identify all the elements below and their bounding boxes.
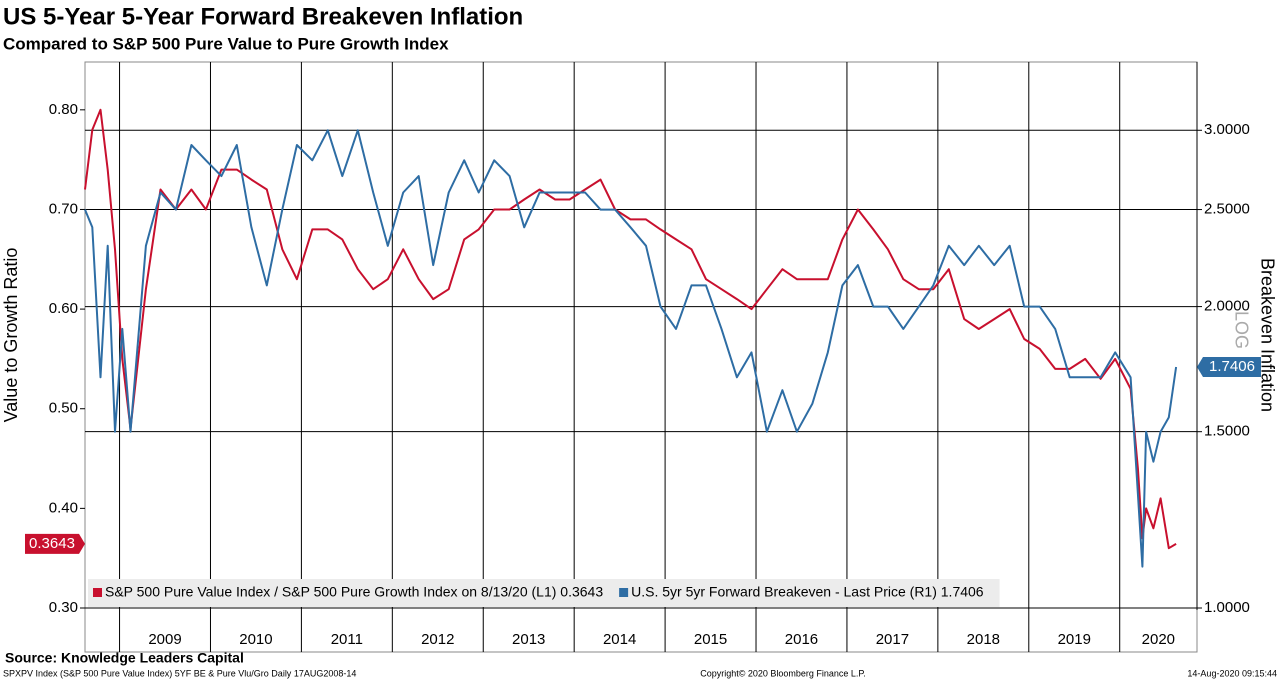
last-value-tag: 1.7406 — [1197, 356, 1261, 377]
y-tick-label: 0.80 — [49, 101, 78, 118]
x-tick-label: 2010 — [239, 631, 272, 648]
y2-axis-title: Breakeven Inflation — [1257, 258, 1277, 412]
y2-tick-label: 1.0000 — [1204, 599, 1250, 616]
y-tick-label: 0.70 — [49, 200, 78, 217]
legend-label: S&P 500 Pure Value Index / S&P 500 Pure … — [105, 584, 603, 600]
chart-title: US 5-Year 5-Year Forward Breakeven Infla… — [3, 3, 523, 30]
footer-center: Copyright© 2020 Bloomberg Finance L.P. — [700, 668, 866, 678]
last-value-box — [25, 533, 85, 554]
legend: S&P 500 Pure Value Index / S&P 500 Pure … — [88, 579, 1000, 607]
x-tick-label: 2014 — [603, 631, 636, 648]
x-tick-label: 2009 — [148, 631, 181, 648]
series-line — [84, 108, 1177, 550]
source: Source: Knowledge Leaders Capital — [5, 650, 244, 666]
last-value-box — [1197, 356, 1261, 377]
legend-swatch — [619, 588, 629, 597]
footer-right: 14-Aug-2020 09:15:44 — [1187, 668, 1277, 678]
x-tick-label: 2018 — [967, 631, 1000, 648]
x-tick-label: 2012 — [421, 631, 454, 648]
legend-background — [88, 579, 1000, 607]
last-value-tag: 0.3643 — [25, 533, 85, 554]
y2-tick-label: 1.5000 — [1204, 423, 1250, 440]
x-tick-label: 2019 — [1058, 631, 1091, 648]
y2-tick-label: 3.0000 — [1204, 121, 1250, 138]
legend-label: U.S. 5yr 5yr Forward Breakeven - Last Pr… — [631, 584, 984, 600]
legend-swatch — [93, 588, 102, 597]
series-line — [84, 129, 1178, 568]
y-tick-label: 0.30 — [49, 599, 78, 616]
x-tick-label: 2015 — [694, 631, 727, 648]
x-tick-label: 2017 — [876, 631, 909, 648]
y-axis-title: Value to Growth Ratio — [1, 248, 21, 423]
last-value-label: 0.3643 — [29, 535, 75, 552]
x-tick-label: 2013 — [512, 631, 545, 648]
footer-left: SPXPV Index (S&P 500 Pure Value Index) 5… — [3, 668, 356, 678]
y2-tick-label: 2.0000 — [1204, 298, 1250, 315]
last-value-label: 1.7406 — [1209, 358, 1255, 375]
y-tick-label: 0.50 — [49, 400, 78, 417]
chart-subtitle: Compared to S&P 500 Pure Value to Pure G… — [3, 34, 449, 53]
x-tick-label: 2011 — [331, 631, 363, 648]
x-tick-label: 2016 — [785, 631, 818, 648]
x-tick-label: 2020 — [1142, 631, 1175, 648]
y-tick-label: 0.60 — [49, 300, 78, 317]
y2-tick-label: 2.5000 — [1204, 201, 1250, 218]
y-tick-label: 0.40 — [49, 499, 78, 516]
log-scale-label: LOG — [1231, 311, 1251, 349]
